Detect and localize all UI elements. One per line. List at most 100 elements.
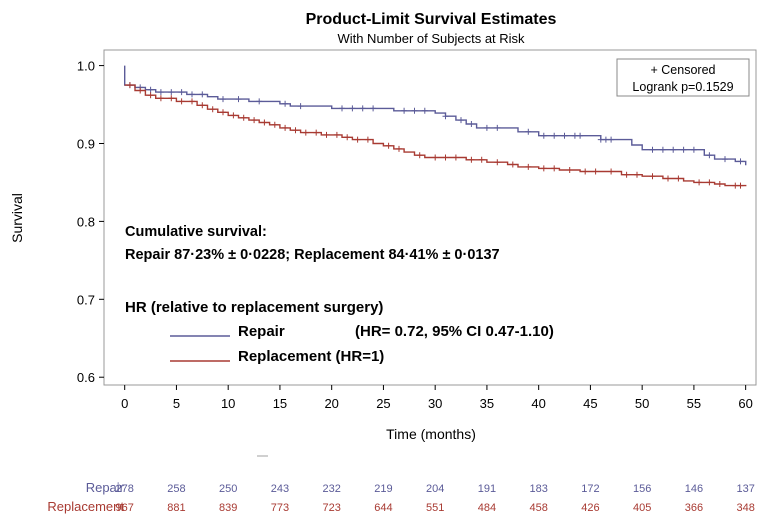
censor-mark-repair	[370, 105, 377, 112]
censor-mark-repair	[690, 146, 697, 153]
censor-mark-repair	[442, 113, 449, 120]
censor-mark-repair	[483, 124, 490, 131]
censor-mark-replacement	[364, 136, 371, 143]
censor-mark-replacement	[649, 173, 656, 180]
risk-value: 458	[529, 502, 547, 514]
censor-mark-replacement	[240, 114, 247, 121]
censor-mark-repair	[670, 146, 677, 153]
censor-mark-replacement	[302, 129, 309, 136]
risk-value: 243	[271, 483, 289, 495]
censor-mark-repair	[199, 91, 206, 98]
x-tick-label: 0	[121, 396, 128, 411]
censor-mark-repair	[256, 98, 263, 105]
censor-mark-replacement	[147, 92, 154, 99]
censor-mark-replacement	[732, 182, 739, 189]
censor-mark-repair	[349, 105, 356, 112]
censor-mark-repair	[706, 152, 713, 159]
censor-mark-repair	[168, 89, 175, 96]
risk-value: 137	[736, 483, 754, 495]
censor-mark-replacement	[178, 98, 185, 105]
censor-mark-repair	[571, 132, 578, 139]
censor-mark-replacement	[442, 154, 449, 161]
y-tick-label: 0.6	[77, 370, 95, 385]
censor-mark-repair	[737, 158, 744, 165]
censor-mark-replacement	[230, 112, 237, 119]
plot-frame	[103, 49, 757, 386]
censor-mark-replacement	[582, 168, 589, 175]
censor-mark-repair	[494, 124, 501, 131]
x-tick-label: 40	[531, 396, 545, 411]
risk-value: 967	[116, 502, 134, 514]
hr-repair-name: Repair	[238, 323, 285, 340]
censor-mark-replacement	[623, 171, 630, 178]
censor-mark-repair	[147, 86, 154, 93]
chart-title: Product-Limit Survival Estimates	[306, 11, 557, 28]
cumulative-survival-title: Cumulative survival:	[125, 224, 267, 240]
x-tick-label: 55	[687, 396, 701, 411]
series-line-repair	[124, 65, 747, 166]
censor-mark-repair	[551, 132, 558, 139]
censor-mark-replacement	[696, 179, 703, 186]
risk-value: 366	[685, 502, 703, 514]
censor-mark-replacement	[168, 95, 175, 102]
hr-repair-value: (HR= 0.72, 95% CI 0.47-1.10)	[355, 323, 554, 340]
censor-mark-replacement	[675, 175, 682, 182]
censor-mark-repair	[659, 146, 666, 153]
censor-mark-replacement	[261, 119, 268, 126]
censor-mark-replacement	[432, 154, 439, 161]
censor-mark-replacement	[313, 129, 320, 136]
censor-mark-repair	[282, 100, 289, 107]
censor-mark-repair	[602, 136, 609, 143]
censor-mark-repair	[577, 132, 584, 139]
censor-mark-replacement	[634, 171, 640, 178]
risk-row-label: Replacement	[47, 499, 124, 514]
censor-mark-replacement	[416, 152, 423, 159]
censor-mark-replacement	[592, 168, 599, 175]
censor-mark-replacement	[478, 156, 485, 163]
censor-mark-repair	[235, 96, 242, 103]
series-line-replacement	[124, 84, 747, 187]
x-tick-label: 35	[480, 396, 494, 411]
risk-value: 250	[219, 483, 237, 495]
censor-mark-replacement	[737, 182, 744, 189]
x-tick-label: 25	[376, 396, 390, 411]
censor-mark-replacement	[509, 161, 516, 168]
series-layer	[124, 65, 747, 189]
censor-mark-replacement	[157, 95, 164, 102]
censor-mark-replacement	[251, 117, 258, 124]
censor-mark-replacement	[551, 165, 558, 172]
censor-mark-replacement	[494, 159, 501, 166]
risk-value: 348	[736, 502, 754, 514]
risk-value: 232	[323, 483, 341, 495]
x-tick-label: 30	[428, 396, 442, 411]
censor-mark-replacement	[665, 175, 671, 182]
risk-value: 881	[167, 502, 185, 514]
censor-mark-replacement	[566, 167, 573, 173]
censor-mark-replacement	[385, 142, 392, 149]
cumulative-survival-values: Repair 87·23% ± 0·0228; Replacement 84·4…	[125, 247, 500, 263]
censor-mark-repair	[297, 103, 304, 110]
censor-mark-replacement	[468, 156, 475, 163]
x-axis-label: Time (months)	[386, 426, 476, 442]
censor-mark-repair	[597, 136, 604, 143]
risk-value: 773	[271, 502, 289, 514]
legend-box: + Censored Logrank p=0.1529	[616, 58, 750, 97]
risk-value: 484	[478, 502, 496, 514]
x-axis: 0 5 10 15 20 25 30 35 40 45 50 55 60	[121, 385, 753, 411]
risk-row-label: Repair	[86, 480, 125, 495]
censor-mark-replacement	[525, 163, 532, 170]
censor-mark-replacement	[716, 181, 723, 187]
y-tick-label: 0.8	[77, 214, 95, 229]
hr-replacement: Replacement (HR=1)	[238, 348, 384, 365]
censor-mark-repair	[608, 136, 615, 143]
risk-value: 183	[529, 483, 547, 495]
y-axis-label: Survival	[9, 193, 25, 243]
risk-value: 156	[633, 483, 651, 495]
censor-mark-repair	[220, 96, 226, 103]
y-axis: 0.6 0.7 0.8 0.9 1.0	[77, 59, 104, 385]
x-tick-label: 20	[324, 396, 338, 411]
censor-mark-replacement	[271, 121, 278, 128]
censor-mark-replacement	[540, 165, 547, 172]
censor-mark-repair	[189, 91, 195, 98]
